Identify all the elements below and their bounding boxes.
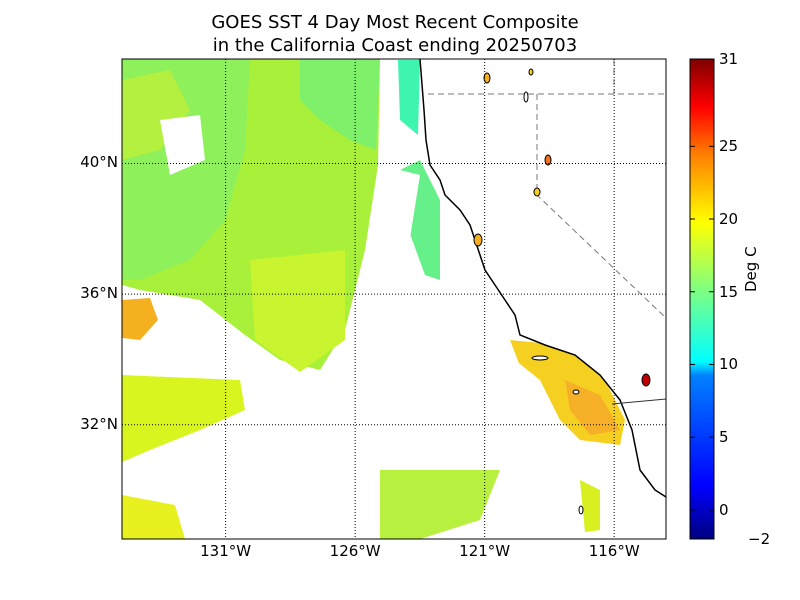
island xyxy=(572,389,580,395)
bay xyxy=(473,233,483,247)
lake xyxy=(533,187,541,197)
land-mass xyxy=(420,59,666,497)
longitude-label: 121°W xyxy=(459,542,511,560)
graticule xyxy=(122,59,666,539)
longitude-label: 126°W xyxy=(329,542,381,560)
longitude-label: 116°W xyxy=(588,542,640,560)
colorbar-tick-label: −2 xyxy=(748,530,771,548)
map-title-line2: in the California Coast ending 20250703 xyxy=(212,35,578,56)
colorbar-tick-label: 31 xyxy=(719,50,739,68)
lake xyxy=(528,68,534,76)
colorbar-label: Deg C xyxy=(742,246,760,292)
latitude-label: 40°N xyxy=(80,153,118,172)
longitude-label: 131°W xyxy=(200,542,252,560)
colorbar-ticks xyxy=(690,58,714,540)
colorbar-tick-label: 25 xyxy=(719,137,739,156)
colorbar-tick-label: 15 xyxy=(719,282,739,301)
island xyxy=(531,355,549,361)
latitude-label: 36°N xyxy=(80,284,118,303)
colorbar-tick-label: 20 xyxy=(719,210,739,228)
map-title-line1: GOES SST 4 Day Most Recent Composite xyxy=(211,12,579,33)
sst-field xyxy=(122,59,625,539)
salton-sea xyxy=(641,373,651,387)
map-frame xyxy=(121,58,667,540)
lake xyxy=(523,91,529,103)
colorbar-tick-label: 10 xyxy=(719,355,739,374)
colorbar-tick-label: 5 xyxy=(719,428,729,447)
coastline xyxy=(419,58,667,498)
lake xyxy=(544,154,552,166)
colorbar-tick-label: 0 xyxy=(719,500,729,519)
latitude-label: 32°N xyxy=(80,414,118,433)
lake xyxy=(483,72,491,84)
colorbar xyxy=(689,58,715,540)
border-us-mexico xyxy=(611,398,667,405)
island xyxy=(578,505,584,515)
